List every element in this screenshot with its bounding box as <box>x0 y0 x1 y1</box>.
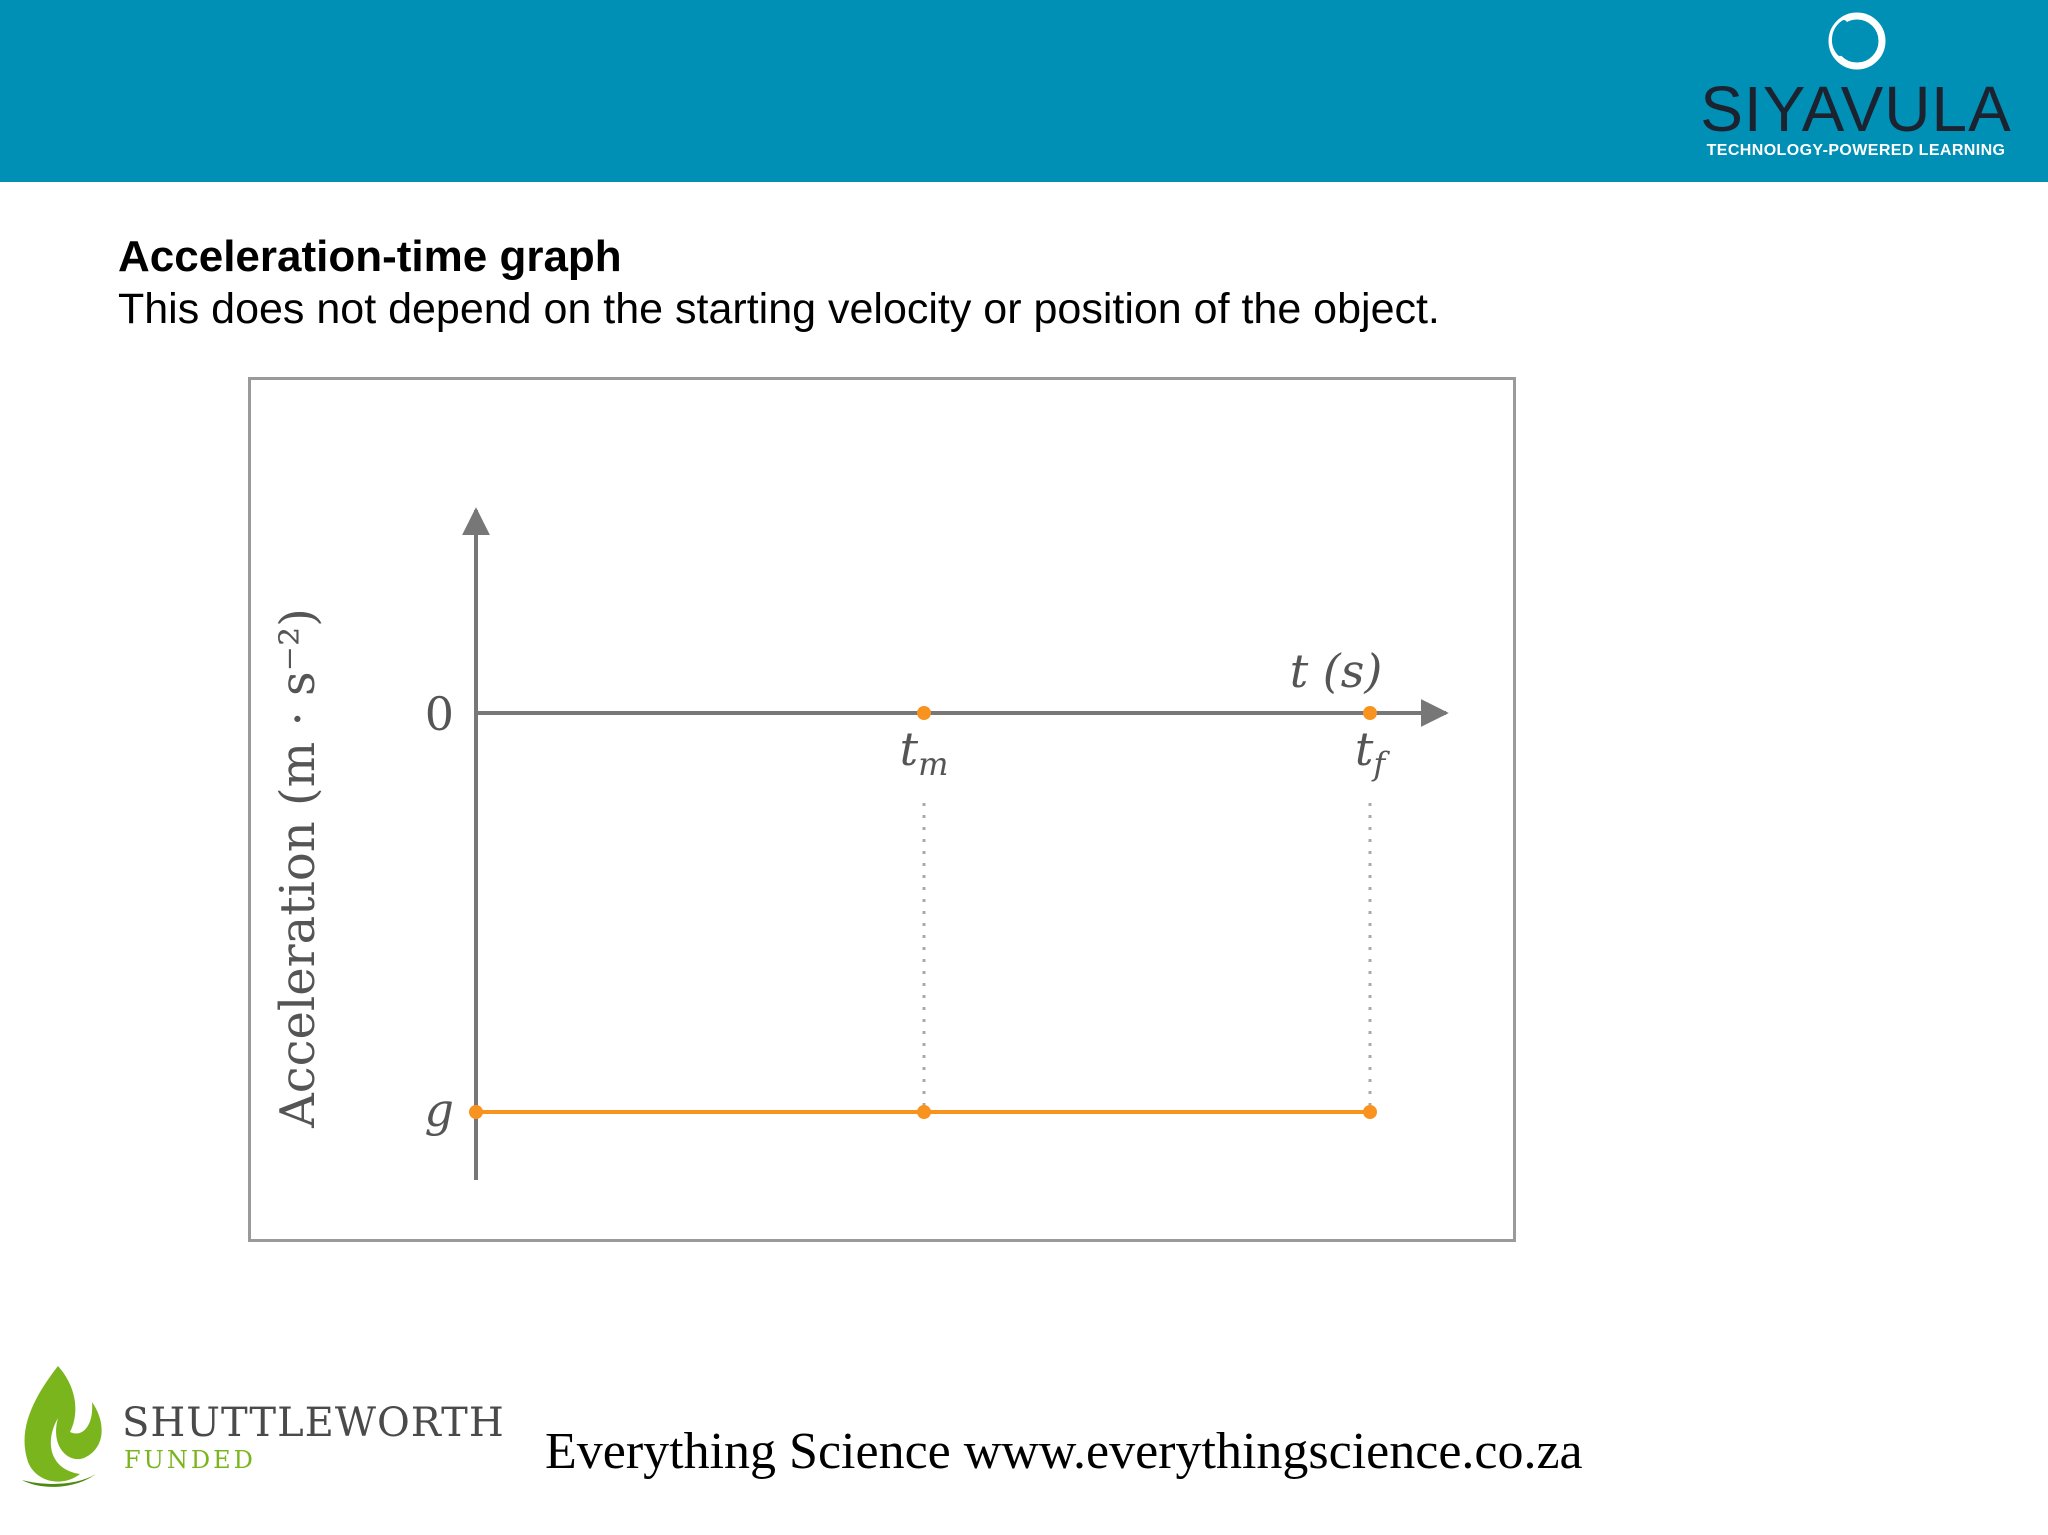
slide-title: Acceleration-time graph <box>118 232 622 281</box>
sponsor-sub: FUNDED <box>124 1446 256 1474</box>
siyavula-logo: SIYAVULA TECHNOLOGY-POWERED LEARNING <box>1686 8 2026 168</box>
x-tick-t-f: tf <box>1355 722 1391 783</box>
dotted-guides <box>922 803 1372 1108</box>
acceleration-time-chart: Acceleration (m · s⁻²) t (s) 0g tm tf <box>270 507 1449 1180</box>
x-tick-t-m: tm <box>900 722 949 783</box>
sponsor-name: SHUTTLEWORTH <box>122 1400 505 1446</box>
x-tick-labels: tm tf <box>900 722 1391 783</box>
siyavula-tagline: TECHNOLOGY-POWERED LEARNING <box>1706 142 2006 159</box>
y-tick-g: g <box>425 1083 454 1137</box>
footer-text: Everything Science www.everythingscience… <box>545 1423 1583 1480</box>
flame-leaf-icon <box>22 1366 102 1487</box>
header-bar: SIYAVULA TECHNOLOGY-POWERED LEARNING <box>0 0 2048 182</box>
shuttleworth-logo: SHUTTLEWORTH FUNDED <box>10 1362 504 1492</box>
series-point-1 <box>917 1105 931 1119</box>
slide-subtitle: This does not depend on the starting vel… <box>118 285 1440 333</box>
x-axis-label: t (s) <box>1290 644 1383 698</box>
series-point-2 <box>1363 1105 1377 1119</box>
siyavula-ring-icon <box>1828 12 1886 70</box>
series-group <box>469 706 1377 1119</box>
series-point-0 <box>469 1105 483 1119</box>
y-axis-label: Acceleration (m · s⁻²) <box>270 608 326 1129</box>
siyavula-wordmark: SIYAVULA <box>1700 73 2012 145</box>
axis-marker-t-m <box>917 706 931 720</box>
y-tick-labels: 0g <box>425 687 454 1137</box>
axis-marker-t-f <box>1363 706 1377 720</box>
y-tick-0: 0 <box>425 687 454 741</box>
